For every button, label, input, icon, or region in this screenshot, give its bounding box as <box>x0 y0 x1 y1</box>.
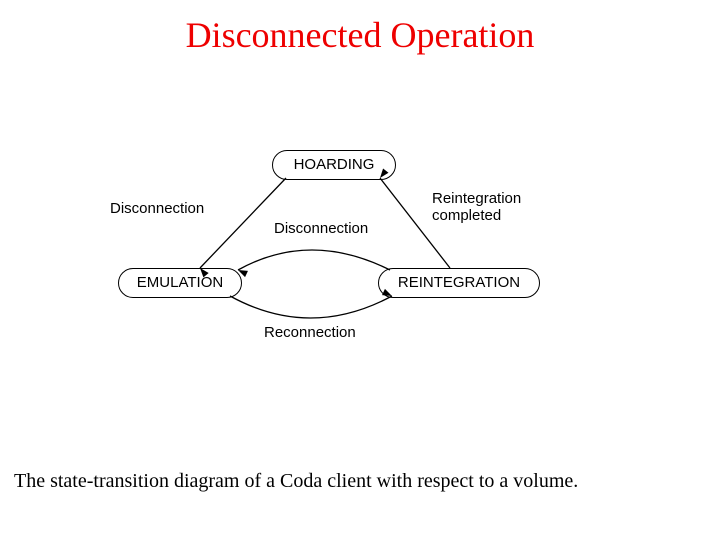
slide-caption: The state-transition diagram of a Coda c… <box>14 470 720 493</box>
slide: Disconnected Operation HOARDING EMULATIO… <box>0 0 720 540</box>
transition-edges <box>0 0 720 540</box>
